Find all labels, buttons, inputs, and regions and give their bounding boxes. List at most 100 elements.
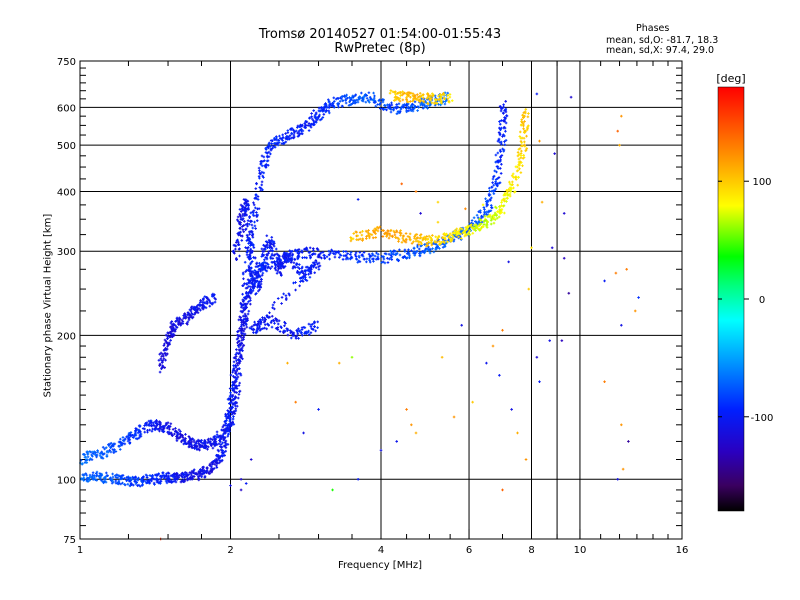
trace-point bbox=[224, 443, 228, 447]
trace-point bbox=[121, 474, 125, 477]
colorbar-tick-label: 100 bbox=[752, 177, 771, 188]
trace-point bbox=[205, 466, 209, 469]
trace-point bbox=[95, 473, 99, 477]
y-tick-label: 500 bbox=[57, 141, 76, 152]
trace-point bbox=[85, 478, 88, 481]
trace-point bbox=[121, 481, 124, 485]
trace-point bbox=[226, 443, 230, 446]
trace-point bbox=[224, 446, 228, 449]
trace-point bbox=[215, 461, 218, 464]
y-tick-label: 600 bbox=[57, 103, 76, 114]
trace-point bbox=[119, 482, 123, 486]
trace-point bbox=[216, 448, 220, 452]
trace-point bbox=[221, 441, 224, 445]
trace-point bbox=[170, 481, 173, 484]
trace-point bbox=[99, 475, 102, 479]
trace-point bbox=[131, 483, 135, 487]
trace-point bbox=[101, 480, 105, 484]
trace-point bbox=[198, 474, 202, 477]
trace-point bbox=[153, 473, 157, 477]
trace-point bbox=[157, 472, 161, 476]
trace-point bbox=[199, 472, 202, 475]
trace-point bbox=[156, 478, 160, 482]
chart-subtitle: RwPretec (8p) bbox=[334, 41, 426, 56]
trace-point bbox=[102, 476, 106, 480]
trace-point bbox=[183, 475, 187, 479]
trace-point bbox=[113, 474, 117, 477]
trace-point bbox=[128, 484, 132, 488]
trace-point bbox=[136, 478, 140, 482]
trace-point bbox=[123, 477, 126, 480]
trace-point bbox=[141, 483, 144, 486]
y-tick-label: 400 bbox=[57, 187, 76, 198]
minor-ticks bbox=[80, 61, 682, 539]
trace-point bbox=[120, 476, 124, 480]
trace-point bbox=[167, 480, 171, 483]
trace-point bbox=[88, 478, 92, 482]
trace-point bbox=[81, 473, 85, 477]
trace-point bbox=[116, 474, 120, 477]
trace-point bbox=[162, 474, 166, 477]
trace-point bbox=[128, 479, 132, 483]
x-tick-label: 1 bbox=[77, 545, 83, 556]
trace-point bbox=[153, 483, 156, 486]
trace-point bbox=[185, 475, 189, 478]
trace-point bbox=[135, 481, 138, 484]
trace-point bbox=[111, 480, 115, 484]
trace-point bbox=[105, 471, 108, 475]
trace-point bbox=[187, 473, 191, 476]
trace-point bbox=[94, 478, 97, 482]
trace-point bbox=[172, 479, 176, 483]
trace-point bbox=[145, 476, 149, 479]
trace-point bbox=[192, 468, 196, 472]
y-tick-label: 100 bbox=[57, 475, 76, 486]
trace-point bbox=[148, 474, 152, 477]
trace-point bbox=[167, 476, 171, 480]
trace-point bbox=[116, 476, 119, 480]
trace-point bbox=[119, 475, 122, 478]
trace-point bbox=[109, 477, 112, 481]
trace-point bbox=[173, 472, 176, 475]
trace-point bbox=[222, 432, 225, 436]
trace-point bbox=[169, 474, 173, 478]
trace-point bbox=[104, 478, 107, 481]
y-tick-label: 75 bbox=[63, 535, 76, 546]
trace-point bbox=[161, 471, 165, 475]
trace-point bbox=[164, 479, 168, 483]
trace-point bbox=[224, 449, 228, 453]
trace-point bbox=[82, 476, 86, 480]
trace-point bbox=[115, 473, 119, 477]
trace-point bbox=[134, 482, 138, 486]
trace-point bbox=[217, 454, 220, 458]
trace-point bbox=[148, 478, 152, 482]
trace-point bbox=[213, 460, 217, 464]
trace-point bbox=[165, 474, 168, 477]
trace-point bbox=[85, 473, 88, 477]
trace-point bbox=[178, 474, 181, 477]
trace-point bbox=[219, 443, 223, 446]
trace-point bbox=[92, 477, 96, 481]
stats-x-line: mean, sd,X: 97.4, 29.0 bbox=[606, 45, 715, 56]
trace-point bbox=[210, 465, 213, 469]
trace-point bbox=[105, 474, 109, 477]
trace-point bbox=[175, 475, 179, 479]
trace-point bbox=[126, 482, 130, 486]
trace-point bbox=[154, 477, 158, 481]
trace-point bbox=[186, 477, 190, 480]
trace-point bbox=[220, 458, 224, 462]
trace-point bbox=[219, 448, 223, 452]
trace-point bbox=[180, 474, 184, 478]
trace-point bbox=[221, 451, 225, 455]
trace-point bbox=[125, 478, 129, 482]
trace-point bbox=[197, 476, 200, 480]
trace-point bbox=[218, 456, 221, 460]
x-tick-label: 8 bbox=[528, 545, 534, 556]
colorbar-tick-label: -100 bbox=[751, 413, 774, 424]
trace-point bbox=[165, 481, 169, 485]
y-tick-labels: 75 100 200 300 400 500 600 750 bbox=[57, 57, 76, 546]
trace-point bbox=[117, 480, 120, 484]
trace-point bbox=[99, 478, 103, 482]
trace-point bbox=[147, 479, 150, 483]
trace-point bbox=[133, 480, 137, 483]
trace-point bbox=[84, 472, 88, 475]
